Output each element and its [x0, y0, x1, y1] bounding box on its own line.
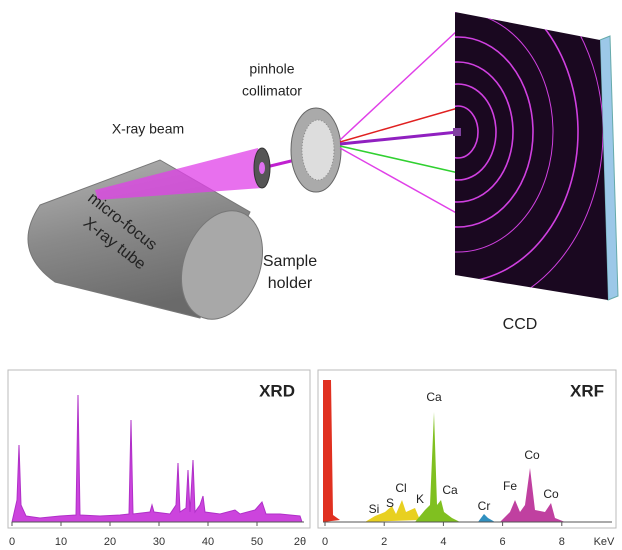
xrd-title: XRD	[259, 381, 295, 400]
peak-label: Fe	[503, 479, 517, 493]
figure: pinhole collimator X-ray beam micro-focu…	[0, 0, 622, 550]
label: Sample	[263, 253, 317, 270]
tick-label: 50	[251, 536, 263, 548]
tick-label: 40	[202, 536, 214, 548]
label: pinhole	[249, 61, 294, 77]
xrd-ticks: 0 10 20 30 40 50	[9, 522, 263, 548]
xrd-unit: 2θ	[294, 536, 306, 548]
tick-label: 30	[153, 536, 165, 548]
peak-label: K	[416, 492, 424, 506]
label: X-ray beam	[112, 121, 184, 137]
peak-label: Co	[543, 487, 559, 501]
peak-label: Cr	[478, 499, 491, 513]
beam-cone	[95, 148, 262, 200]
xrf-ticks: 0 2 4 6 8	[322, 522, 565, 548]
tick-label: 20	[104, 536, 116, 548]
label: holder	[268, 275, 313, 292]
tick-label: 4	[440, 536, 446, 548]
pinhole-aperture	[259, 162, 265, 174]
tick-label: 0	[9, 536, 15, 548]
peak-label: Co	[524, 448, 540, 462]
ccd-detector	[313, 0, 618, 312]
peak-label: Cl	[395, 481, 406, 495]
xrf-unit: KeV	[594, 536, 615, 548]
peak-label: Ca	[442, 483, 458, 497]
tick-label: 6	[500, 536, 506, 548]
peak-label: Si	[369, 502, 380, 516]
tick-label: 10	[55, 536, 67, 548]
peak-label: Ca	[426, 390, 442, 404]
xrd-spectrum	[12, 395, 302, 522]
label: collimator	[242, 83, 302, 99]
tick-label: 8	[559, 536, 565, 548]
sample	[302, 120, 334, 180]
peak-label: S	[386, 496, 394, 510]
label: CCD	[503, 316, 538, 333]
tick-label: 2	[381, 536, 387, 548]
xrf-title: XRF	[570, 381, 604, 400]
tick-label: 0	[322, 536, 328, 548]
